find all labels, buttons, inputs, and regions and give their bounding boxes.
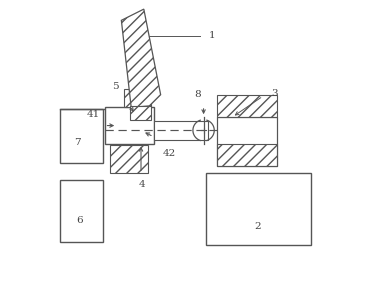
Text: 42: 42 — [162, 149, 176, 158]
Bar — [217, 95, 277, 117]
Bar — [60, 109, 103, 164]
Text: 41: 41 — [87, 110, 100, 119]
Text: 5: 5 — [113, 82, 119, 91]
Text: 4: 4 — [139, 180, 146, 189]
Bar — [217, 117, 277, 166]
Bar — [60, 180, 103, 242]
Text: 7: 7 — [75, 138, 81, 147]
Text: 3: 3 — [271, 89, 277, 98]
Bar — [154, 121, 208, 140]
Bar — [217, 117, 277, 166]
Text: 1: 1 — [209, 31, 216, 40]
Text: 8: 8 — [194, 90, 200, 99]
Bar — [104, 107, 154, 144]
Bar — [206, 173, 311, 245]
Polygon shape — [121, 9, 161, 107]
Bar — [110, 145, 148, 173]
Bar — [124, 89, 151, 107]
Text: 6: 6 — [76, 217, 83, 226]
Text: 2: 2 — [254, 222, 261, 231]
Bar — [130, 106, 151, 120]
Bar — [217, 144, 277, 166]
